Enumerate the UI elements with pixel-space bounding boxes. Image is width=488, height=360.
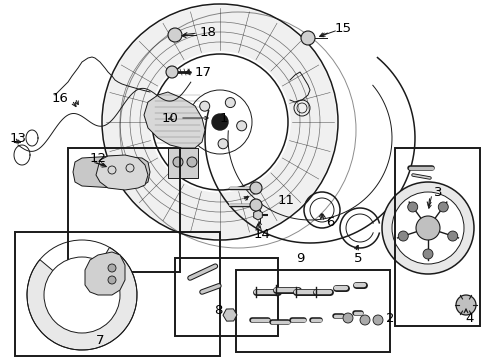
Text: 2: 2 [385,311,393,324]
Circle shape [165,66,178,78]
Text: 16: 16 [51,91,68,104]
Text: 15: 15 [334,22,351,35]
Circle shape [381,182,473,274]
Polygon shape [85,252,125,295]
Circle shape [108,276,116,284]
FancyBboxPatch shape [168,148,198,178]
Circle shape [391,192,463,264]
Polygon shape [96,155,148,190]
Circle shape [173,157,183,167]
Bar [15,232,220,356]
Bar [236,270,389,352]
Circle shape [104,6,335,238]
Circle shape [422,249,432,259]
Circle shape [212,114,227,130]
Circle shape [218,139,227,149]
Circle shape [249,182,262,194]
Polygon shape [143,92,204,148]
Circle shape [168,28,182,42]
Bar [68,148,180,272]
Circle shape [359,315,369,325]
Circle shape [437,202,447,212]
Text: 1: 1 [220,112,228,125]
Circle shape [415,216,439,240]
Text: 3: 3 [433,185,442,198]
Circle shape [301,31,314,45]
Text: 7: 7 [96,333,104,346]
Circle shape [236,121,246,131]
Wedge shape [27,247,137,350]
Circle shape [108,264,116,272]
Text: 8: 8 [213,303,222,316]
Text: 11: 11 [278,194,294,207]
Circle shape [455,295,475,315]
Text: 10: 10 [161,112,178,125]
Text: 17: 17 [195,66,212,78]
Text: 4: 4 [465,311,473,324]
Circle shape [199,101,209,111]
Text: 9: 9 [295,252,304,265]
Text: 18: 18 [200,26,217,39]
Text: 5: 5 [353,252,362,265]
Bar [394,148,479,326]
Text: 13: 13 [10,131,27,144]
Circle shape [195,127,205,137]
Circle shape [225,98,235,108]
Text: 6: 6 [325,216,333,229]
Bar [175,258,278,336]
Circle shape [44,257,120,333]
Circle shape [447,231,457,241]
Circle shape [397,231,407,241]
Circle shape [342,313,352,323]
Circle shape [249,199,262,211]
Circle shape [407,202,417,212]
Circle shape [150,52,289,192]
Polygon shape [73,156,150,188]
Circle shape [186,157,197,167]
Circle shape [372,315,382,325]
Text: 14: 14 [253,229,270,242]
Text: 12: 12 [89,152,106,165]
